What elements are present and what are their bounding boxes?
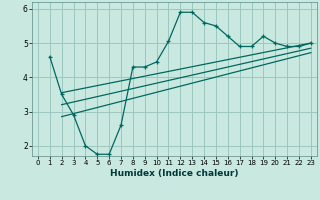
X-axis label: Humidex (Indice chaleur): Humidex (Indice chaleur) [110,169,239,178]
